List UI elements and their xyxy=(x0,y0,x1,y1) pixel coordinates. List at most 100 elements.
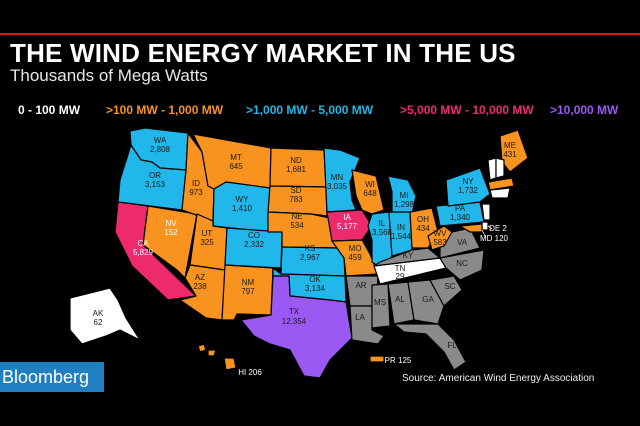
label-id: ID xyxy=(192,179,200,188)
label-nd: ND xyxy=(290,156,302,165)
label-ky: KY xyxy=(403,251,414,260)
label-tn: TN xyxy=(395,264,406,273)
legend-item-0-100: 0 - 100 MW xyxy=(18,103,81,117)
state-hi-main[interactable] xyxy=(223,357,237,371)
label-pa: PA xyxy=(455,204,466,213)
value-mi: 1,298 xyxy=(394,200,415,209)
label-az: AZ xyxy=(195,273,205,282)
de-leader xyxy=(487,225,493,230)
state-wv[interactable] xyxy=(427,225,453,251)
label-il: IL xyxy=(379,219,386,228)
state-ky[interactable] xyxy=(373,247,441,267)
label-ar: AR xyxy=(355,281,366,290)
value-in: 1,544 xyxy=(391,232,412,241)
state-me[interactable] xyxy=(499,129,529,173)
bloomberg-logo: Bloomberg xyxy=(0,362,104,392)
state-tx[interactable] xyxy=(240,275,353,379)
value-mt: 645 xyxy=(229,162,243,171)
label-tx: TX xyxy=(289,307,300,316)
state-ia[interactable] xyxy=(326,209,373,242)
label-or: OR xyxy=(149,171,161,180)
value-id: 973 xyxy=(189,188,203,197)
label-sc: SC xyxy=(444,282,455,291)
state-ct-ri[interactable] xyxy=(489,187,511,199)
label-de: DE 2 xyxy=(489,224,507,233)
state-ms[interactable] xyxy=(371,283,391,329)
label-md: MD 120 xyxy=(480,234,509,243)
value-sd: 783 xyxy=(289,195,303,204)
value-mn: 3,035 xyxy=(327,182,348,191)
value-il: 3,568 xyxy=(372,228,393,237)
state-sd[interactable] xyxy=(267,185,328,217)
label-ca: CA xyxy=(137,239,149,248)
value-tx: 12,354 xyxy=(282,317,307,326)
state-de[interactable] xyxy=(481,221,489,231)
value-nd: 1,681 xyxy=(286,165,307,174)
label-wa: WA xyxy=(154,136,167,145)
label-ms: MS xyxy=(374,298,386,307)
state-md[interactable] xyxy=(459,223,483,233)
value-ny: 1,732 xyxy=(458,186,479,195)
state-sc[interactable] xyxy=(429,275,463,307)
state-labels: WA 2,808 OR 3,153 CA 5,829 NV 152 ID 973… xyxy=(93,136,518,377)
state-ak[interactable] xyxy=(69,287,141,345)
value-ks: 2,967 xyxy=(300,253,321,262)
label-mo: MO xyxy=(349,244,362,253)
red-rule xyxy=(0,33,640,35)
label-nc: NC xyxy=(456,259,468,268)
label-mn: MN xyxy=(331,173,344,182)
label-pr: PR 125 xyxy=(385,356,412,365)
legend-item-5000-10000: >5,000 MW - 10,000 MW xyxy=(400,103,534,117)
value-ok: 3,134 xyxy=(305,284,326,293)
value-az: 238 xyxy=(193,282,207,291)
value-wi: 648 xyxy=(363,189,377,198)
legend-item-100-1000: >100 MW - 1,000 MW xyxy=(106,103,224,117)
value-wy: 1,410 xyxy=(232,204,253,213)
label-oh: OH xyxy=(417,215,429,224)
state-hi-island[interactable] xyxy=(207,349,217,357)
value-oh: 434 xyxy=(416,224,430,233)
label-nm: NM xyxy=(242,278,255,287)
state-ma[interactable] xyxy=(487,177,515,191)
state-hi[interactable] xyxy=(197,343,207,353)
page-subtitle: Thousands of Mega Watts xyxy=(10,66,208,85)
value-or: 3,153 xyxy=(145,180,166,189)
label-me: ME xyxy=(504,141,516,150)
value-me: 431 xyxy=(503,150,517,159)
state-ga[interactable] xyxy=(407,279,445,325)
state-fl[interactable] xyxy=(393,323,467,371)
label-ak: AK xyxy=(93,309,104,318)
label-wi: WI xyxy=(365,180,375,189)
value-ak: 62 xyxy=(94,318,103,327)
label-ga: GA xyxy=(422,295,434,304)
page-title: THE WIND ENERGY MARKET IN THE US xyxy=(10,38,516,68)
label-sd: SD xyxy=(290,186,301,195)
value-wa: 2,808 xyxy=(150,145,171,154)
value-ca: 5,829 xyxy=(133,248,154,257)
value-nv: 152 xyxy=(164,228,178,237)
label-fl: FL xyxy=(447,341,457,350)
label-ks: KS xyxy=(305,244,316,253)
value-mo: 459 xyxy=(348,253,362,262)
label-la: LA xyxy=(355,313,365,322)
source-note: Source: American Wind Energy Association xyxy=(402,373,595,384)
state-nc[interactable] xyxy=(439,249,485,281)
label-wv: WV xyxy=(434,229,448,238)
label-al: AL xyxy=(395,295,405,304)
label-mi: MI xyxy=(400,191,409,200)
legend-item-1000-5000: >1,000 MW - 5,000 MW xyxy=(246,103,374,117)
state-vt[interactable] xyxy=(487,157,497,181)
value-co: 2,332 xyxy=(244,240,265,249)
value-ia: 5,177 xyxy=(337,222,358,231)
label-va: VA xyxy=(457,238,468,247)
label-ok: OK xyxy=(309,275,321,284)
state-pr[interactable] xyxy=(369,355,385,363)
state-nh[interactable] xyxy=(495,157,505,179)
state-ny[interactable] xyxy=(445,167,491,207)
label-ne: NE xyxy=(291,212,302,221)
label-wy: WY xyxy=(236,195,250,204)
label-ut: UT xyxy=(202,229,213,238)
state-nj[interactable] xyxy=(481,203,491,221)
label-ny: NY xyxy=(462,177,474,186)
